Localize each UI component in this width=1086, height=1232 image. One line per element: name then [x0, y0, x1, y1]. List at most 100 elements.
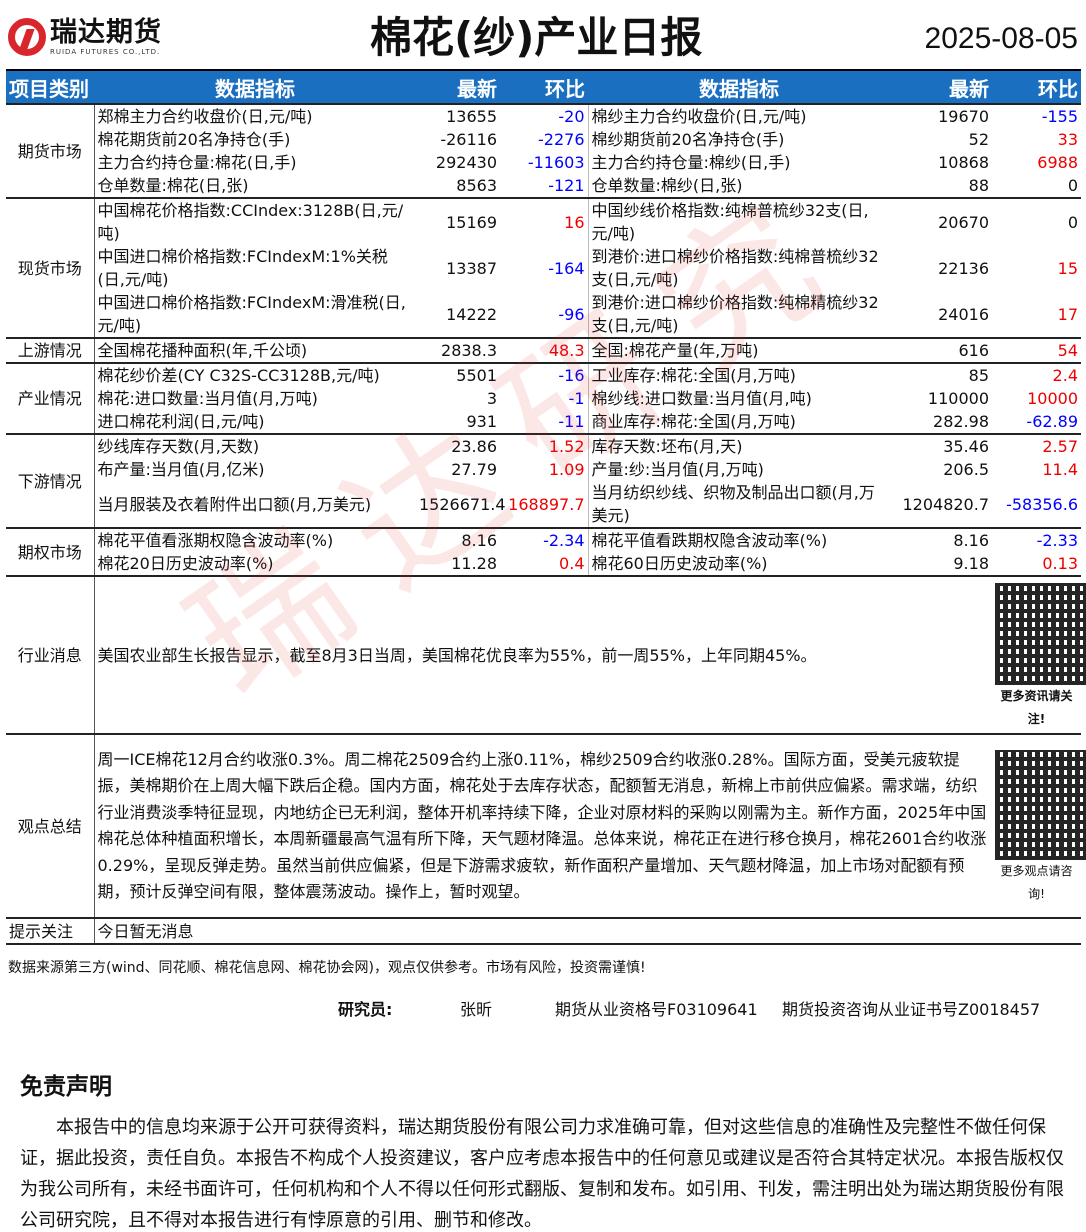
indicator-name: 郑棉主力合约收盘价(日,元/吨): [94, 103, 416, 128]
disclaimer-text: 本报告中的信息均来源于公开可获得资料，瑞达期货股份有限公司力求准确可靠，但对这些…: [20, 1117, 1064, 1231]
indicator-name: 产量:纱:当月值(月,万吨): [591, 460, 764, 479]
latest-value: 110000: [927, 389, 989, 408]
researcher-name: 张昕: [460, 1000, 493, 1019]
indicator-name: 进口棉花利润(日,元/吨): [97, 412, 265, 431]
change-value: 2.57: [992, 433, 1081, 458]
indicator-name: 中国进口棉价格指数:FCIndexM:1%关税(日,元/吨): [97, 247, 388, 289]
category-label: 上游情况: [6, 337, 95, 363]
change-value: 6988: [1037, 153, 1078, 172]
qr-caption: 更多资讯请关注!: [1000, 689, 1073, 726]
table-row: 棉花20日历史波动率(%) 11.28 0.4 棉花60日历史波动率(%) 9.18 0.…: [6, 552, 1081, 576]
change-value: 0.13: [1042, 554, 1078, 573]
view-row: 观点总结 周一ICE棉花12月合约收涨0.3%。周二棉花2509合约上涨0.11…: [6, 733, 1086, 918]
latest-value: 10868: [938, 153, 989, 172]
category-label: 期货市场: [6, 103, 95, 198]
logo-en: RUIDA FUTURES CO.,LTD.: [50, 48, 161, 56]
indicator-name: 商业库存:棉花:全国(月,万吨): [591, 412, 796, 431]
table-row: 中国进口棉价格指数:FCIndexM:滑准税(日,元/吨) 14222 -96 到港价…: [6, 291, 1081, 338]
change-value: 15: [1057, 258, 1078, 278]
company-logo: 瑞达期货 RUIDA FUTURES CO.,LTD.: [8, 18, 162, 56]
qr-caption-2: 更多观点请咨询!: [1000, 864, 1073, 901]
change-value: -62.89: [1026, 412, 1078, 431]
change-value: 1.09: [500, 458, 589, 481]
change-value: 0: [1067, 176, 1078, 195]
table-row: 棉花期货前20名净持仓(手) -26116 -2276 棉纱期货前20名净持仓(手) 5…: [6, 128, 1081, 151]
latest-value: 931: [466, 412, 497, 431]
change-value: -11: [500, 410, 589, 434]
change-value: -20: [500, 103, 589, 128]
data-table: 项目类别 数据指标 最新 环比 数据指标 最新 环比 期货市场 郑棉主力合约收盘价…: [6, 69, 1086, 945]
researcher-qualification: 期货从业资格号F03109641: [555, 1000, 758, 1019]
indicator-name: 棉纱主力合约收盘价(日,元/吨): [588, 103, 890, 128]
indicator-name: 全国:棉花产量(年,万吨): [588, 337, 890, 363]
latest-value: 24016: [938, 304, 989, 324]
indicator-name: 棉花平值看涨期权隐含波动率(%): [94, 527, 416, 552]
latest-value: 9.18: [953, 554, 989, 573]
wechat-qr-icon: [995, 750, 1086, 860]
indicator-name: 仓单数量:棉花(日,张): [97, 176, 249, 195]
indicator-name: 中国进口棉价格指数:FCIndexM:滑准税(日,元/吨): [97, 293, 406, 335]
table-row: 下游情况 纱线库存天数(月,天数) 23.86 1.52 库存天数:坯布(月,天) 35.…: [6, 433, 1081, 528]
latest-value: 1204820.7: [902, 494, 989, 514]
change-value: -2.34: [500, 527, 589, 552]
latest-value: 206.5: [943, 460, 989, 479]
table-row: 主力合约持仓量:棉花(日,手) 292430 -11603 主力合约持仓量:棉纱(日,…: [6, 151, 1081, 174]
indicator-name: 库存天数:坯布(月,天): [588, 433, 890, 458]
tips-label: 提示关注: [6, 917, 95, 944]
change-value: 0.4: [500, 552, 589, 576]
category-label: 现货市场: [6, 197, 95, 338]
latest-value: 5501: [416, 362, 500, 387]
col-latest-2: 最新: [890, 69, 992, 104]
category-label: 产业情况: [6, 362, 95, 434]
indicator-name: 棉花:进口数量:当月值(月,万吨): [97, 389, 318, 408]
table-row: 期权市场 棉花平值看涨期权隐含波动率(%) 8.16 -2.34 棉花平值看跌期权隐含波…: [6, 527, 1081, 576]
latest-value: 22136: [938, 258, 989, 278]
logo-name: 瑞达期货: [50, 17, 162, 48]
latest-value: 19670: [890, 103, 992, 128]
latest-value: -26116: [440, 130, 497, 149]
table-row: 期货市场 郑棉主力合约收盘价(日,元/吨) 13655 -20 棉纱主力合约收盘价(日,…: [6, 103, 1081, 198]
change-value: -121: [500, 174, 589, 198]
change-value: 16: [500, 197, 589, 245]
indicator-name: 中国纱线价格指数:纯棉普梳纱32支(日,元/吨): [588, 197, 890, 245]
disclaimer-title: 免责声明: [20, 1074, 112, 1100]
latest-value: 27.79: [451, 460, 497, 479]
indicator-name: 棉花平值看跌期权隐含波动率(%): [588, 527, 890, 552]
researcher-label: 研究员:: [338, 1000, 393, 1019]
table-row: 仓单数量:棉花(日,张) 8563 -121 仓单数量:棉纱(日,张) 88 0: [6, 174, 1081, 198]
latest-value: 282.98: [933, 412, 989, 431]
latest-value: 1526671.4: [419, 494, 506, 514]
news-text: 美国农业部生长报告显示，截至8月3日当周，美国棉花优良率为55%，前一周55%，…: [94, 575, 992, 734]
table-row: 上游情况 全国棉花播种面积(年,千公顷) 2838.3 48.3 全国:棉花产量(年,万…: [6, 337, 1081, 363]
change-value: -1: [500, 387, 589, 410]
report-date: 2025-08-05: [924, 22, 1078, 55]
news-label: 行业消息: [6, 575, 95, 734]
table-row: 中国进口棉价格指数:FCIndexM:1%关税(日,元/吨) 13387 -164 到…: [6, 245, 1081, 291]
indicator-name: 棉花纱价差(CY C32S-CC3128B,元/吨): [94, 362, 416, 387]
indicator-name: 到港价:进口棉纱价格指数:纯棉普梳纱32支(日,元/吨): [591, 247, 879, 289]
table-row: 当月服装及衣着附件出口额(月,万美元) 1526671.4 168897.7 当月纺织…: [6, 481, 1081, 528]
table-row: 进口棉花利润(日,元/吨) 931 -11 商业库存:棉花:全国(月,万吨) 282.9…: [6, 410, 1081, 434]
indicator-name: 棉花60日历史波动率(%): [591, 554, 768, 573]
latest-value: 8.16: [890, 527, 992, 552]
indicator-name: 纱线库存天数(月,天数): [94, 433, 416, 458]
change-value: -11603: [500, 151, 589, 174]
latest-value: 3: [486, 389, 497, 408]
latest-value: 35.46: [890, 433, 992, 458]
latest-value: 15169: [416, 197, 500, 245]
latest-value: 11.28: [451, 554, 497, 573]
tips-text: 今日暂无消息: [94, 917, 1081, 944]
indicator-name: 棉花期货前20名净持仓(手): [97, 130, 291, 149]
col-change-2: 环比: [992, 69, 1081, 104]
col-latest: 最新: [416, 69, 500, 104]
indicator-name: 布产量:当月值(月,亿米): [97, 460, 265, 479]
report-title: 棉花(纱)产业日报: [370, 13, 703, 62]
latest-value: 2838.3: [416, 337, 500, 363]
change-value: 54: [992, 337, 1081, 363]
indicator-name: 棉纱线:进口数量:当月值(月,吨): [591, 389, 812, 408]
change-value: 0: [992, 197, 1081, 245]
table-row: 棉花:进口数量:当月值(月,万吨) 3 -1 棉纱线:进口数量:当月值(月,吨) 110…: [6, 387, 1081, 410]
change-value: 11.4: [1042, 460, 1078, 479]
indicator-name: 主力合约持仓量:棉纱(日,手): [591, 153, 791, 172]
